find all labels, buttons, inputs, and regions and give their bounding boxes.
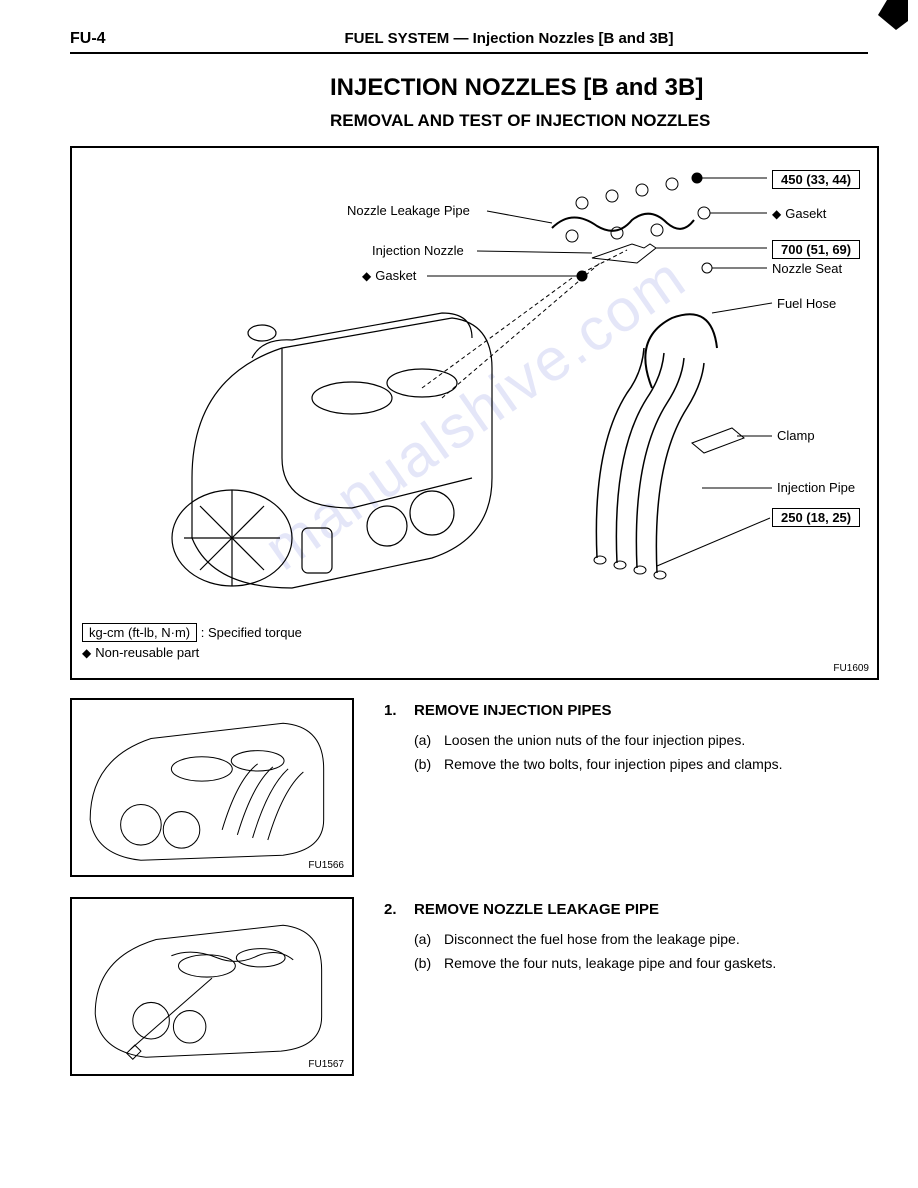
legend-unit-desc: : Specified torque	[201, 625, 302, 640]
label-injection-pipe: Injection Pipe	[777, 480, 855, 495]
label-nozzle-seat: Nozzle Seat	[772, 261, 842, 276]
step-2-row: FU1567 2. REMOVE NOZZLE LEAKAGE PIPE (a)…	[70, 897, 868, 1076]
legend-nonreusable: Non-reusable part	[95, 645, 199, 660]
step-2-content: 2. REMOVE NOZZLE LEAKAGE PIPE (a) Discon…	[384, 897, 868, 1076]
step-2-illustration	[80, 907, 344, 1064]
step-2-sub-b-text: Remove the four nuts, leakage pipe and f…	[444, 952, 868, 974]
step-2-sub-b: (b) Remove the four nuts, leakage pipe a…	[384, 952, 868, 974]
label-gasket-left: ◆Gasket	[362, 268, 416, 283]
sub-title: REMOVAL AND TEST OF INJECTION NOZZLES	[330, 110, 868, 132]
step-1-row: FU1566 1. REMOVE INJECTION PIPES (a) Loo…	[70, 698, 868, 877]
step-1-diagram: FU1566	[70, 698, 354, 877]
step-1-sub-a: (a) Loosen the union nuts of the four in…	[384, 729, 868, 751]
header-title: FUEL SYSTEM — Injection Nozzles [B and 3…	[150, 30, 868, 47]
label-fuel-hose: Fuel Hose	[777, 296, 836, 311]
step-1-sub-a-text: Loosen the union nuts of the four inject…	[444, 729, 868, 751]
step-1-number: 1.	[384, 702, 414, 719]
label-gasket-left-text: Gasket	[375, 268, 416, 283]
step-2-diagram: FU1567	[70, 897, 354, 1076]
step-1-title: REMOVE INJECTION PIPES	[414, 702, 612, 719]
page-header: FU-4 FUEL SYSTEM — Injection Nozzles [B …	[70, 30, 868, 54]
step-2-sub-a-text: Disconnect the fuel hose from the leakag…	[444, 928, 868, 950]
main-title: INJECTION NOZZLES [B and 3B]	[330, 74, 868, 102]
corner-mark	[878, 0, 908, 30]
label-injection-nozzle: Injection Nozzle	[372, 243, 464, 258]
torque-700: 700 (51, 69)	[772, 240, 860, 259]
diagram-legend: kg-cm (ft-lb, N·m) : Specified torque ◆N…	[82, 623, 302, 660]
main-diagram: manualshive.com	[70, 146, 879, 680]
header-dash: —	[453, 30, 472, 47]
torque-450: 450 (33, 44)	[772, 170, 860, 189]
label-nozzle-leakage-pipe: Nozzle Leakage Pipe	[347, 203, 470, 218]
step-1-fig-id: FU1566	[308, 860, 344, 871]
step-1-sub-b-text: Remove the two bolts, four injection pip…	[444, 753, 868, 775]
page-number: FU-4	[70, 30, 150, 48]
diagram-leaders	[72, 148, 877, 678]
header-subsection: Injection Nozzles [B and 3B]	[473, 30, 674, 47]
step-2-sub-b-label: (b)	[414, 952, 444, 974]
label-gasekt-right-text: Gasekt	[785, 206, 826, 221]
step-1-content: 1. REMOVE INJECTION PIPES (a) Loosen the…	[384, 698, 868, 877]
label-gasekt-right: ◆Gasekt	[772, 206, 826, 221]
legend-unit-box: kg-cm (ft-lb, N·m)	[82, 623, 197, 642]
main-fig-id: FU1609	[833, 663, 869, 674]
step-2-sub-a: (a) Disconnect the fuel hose from the le…	[384, 928, 868, 950]
header-section: FUEL SYSTEM	[345, 30, 450, 47]
label-clamp: Clamp	[777, 428, 815, 443]
step-1-sub-b: (b) Remove the two bolts, four injection…	[384, 753, 868, 775]
step-1-illustration	[80, 708, 344, 865]
step-1-sub-b-label: (b)	[414, 753, 444, 775]
step-2-sub-a-label: (a)	[414, 928, 444, 950]
step-2-fig-id: FU1567	[308, 1059, 344, 1070]
step-2-number: 2.	[384, 901, 414, 918]
step-1-sub-a-label: (a)	[414, 729, 444, 751]
torque-250: 250 (18, 25)	[772, 508, 860, 527]
step-2-title: REMOVE NOZZLE LEAKAGE PIPE	[414, 901, 659, 918]
